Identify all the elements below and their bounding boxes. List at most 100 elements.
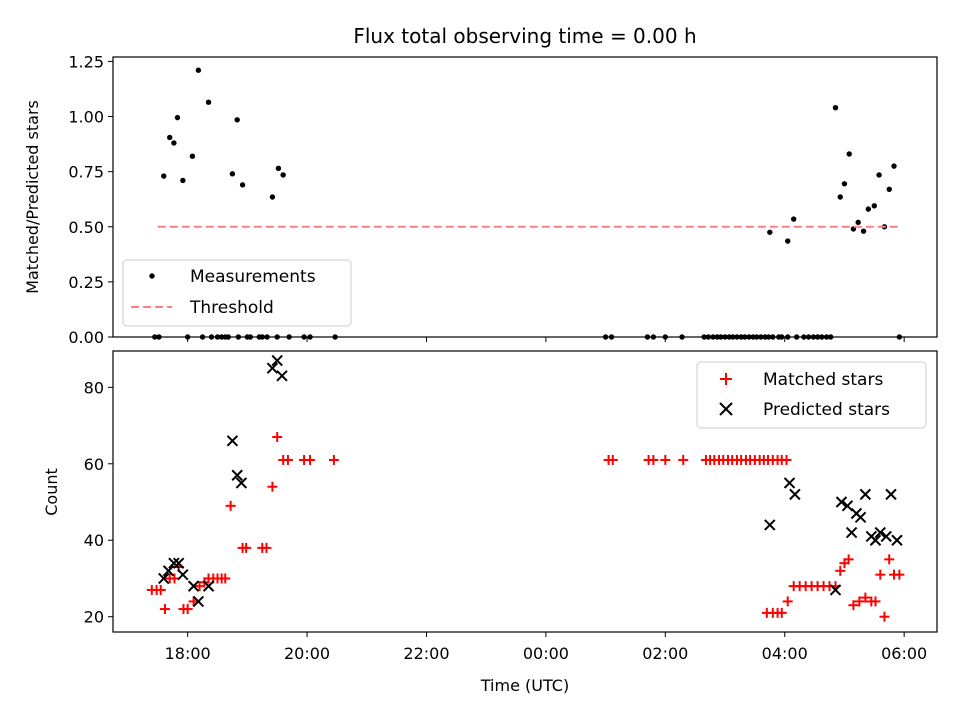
bottom-axes-frame bbox=[112, 350, 938, 633]
measurement-point bbox=[891, 163, 897, 169]
bottom-y-axis-label: Count bbox=[42, 468, 61, 516]
legend-predicted-marker bbox=[719, 402, 733, 416]
matched-star-point bbox=[660, 454, 671, 465]
predicted-star-point bbox=[869, 534, 882, 546]
predicted-star-point bbox=[162, 565, 175, 577]
measurement-point bbox=[846, 151, 852, 157]
top-y-tick-label: 1.25 bbox=[68, 52, 104, 71]
measurement-point bbox=[832, 105, 839, 111]
matched-star-point bbox=[328, 454, 339, 465]
bottom-legend-box bbox=[696, 361, 927, 429]
matched-star-point bbox=[607, 454, 618, 465]
matched-star-point bbox=[843, 554, 854, 565]
bottom-legend: Matched stars Predicted stars bbox=[696, 361, 927, 429]
matched-star-point bbox=[854, 596, 865, 607]
top-y-axis-label: Matched/Predicted stars bbox=[23, 100, 42, 294]
bottom-y-ticks: 20 40 60 80 bbox=[84, 378, 113, 627]
x-tick-label: 20:00 bbox=[284, 644, 330, 663]
measurement-point bbox=[280, 172, 286, 178]
predicted-star-point bbox=[226, 435, 239, 447]
bottom-axes: 20 40 60 80 18:00 20:00 22:00 00:00 02:00 04:00 0… bbox=[42, 350, 938, 695]
matched-star-point bbox=[188, 596, 199, 607]
matched-star-point bbox=[159, 604, 170, 615]
predicted-star-point bbox=[172, 557, 185, 569]
predicted-star-point bbox=[168, 557, 180, 569]
top-axes: 0.00 0.25 0.50 0.75 1.00 1.25 Matched/Predict… bbox=[23, 52, 938, 347]
predicted-star-point bbox=[885, 488, 897, 501]
matched-star-point bbox=[848, 600, 859, 611]
matched-star-point bbox=[776, 607, 787, 618]
predicted-star-point bbox=[202, 580, 215, 592]
measurement-points bbox=[152, 67, 903, 340]
matched-star-point bbox=[648, 454, 659, 465]
predicted-star-point bbox=[789, 488, 801, 501]
predicted-star-point bbox=[158, 572, 170, 585]
measurement-point bbox=[205, 99, 212, 105]
predicted-star-point bbox=[880, 530, 892, 543]
predicted-star-point bbox=[271, 354, 283, 367]
measurement-point bbox=[865, 206, 872, 212]
top-y-tick-label: 0.50 bbox=[68, 218, 104, 237]
x-tick-label: 18:00 bbox=[165, 644, 211, 663]
measurement-point bbox=[767, 229, 773, 235]
measurement-point bbox=[234, 117, 240, 123]
x-tick-label: 06:00 bbox=[881, 644, 927, 663]
predicted-star-point bbox=[845, 526, 858, 539]
measurement-point bbox=[171, 140, 177, 146]
legend-predicted-label: Predicted stars bbox=[763, 400, 890, 420]
predicted-star-point bbox=[276, 370, 288, 382]
top-y-tick-label: 0.75 bbox=[68, 163, 104, 182]
matched-star-point bbox=[267, 481, 278, 492]
matched-star-point bbox=[781, 454, 792, 465]
measurement-point bbox=[785, 238, 791, 244]
matched-star-point bbox=[879, 611, 890, 622]
predicted-star-point bbox=[835, 496, 848, 508]
matched-star-point bbox=[225, 500, 236, 511]
predicted-star-point bbox=[764, 519, 776, 531]
matched-star-point bbox=[870, 596, 881, 607]
predicted-star-point bbox=[783, 477, 796, 489]
measurement-point bbox=[837, 194, 843, 200]
matched-star-point bbox=[835, 565, 846, 576]
measurement-point bbox=[886, 186, 892, 192]
measurement-point bbox=[229, 171, 236, 177]
measurement-point bbox=[180, 177, 186, 184]
legend-measurements-marker bbox=[149, 273, 155, 279]
matched-star-point bbox=[678, 454, 689, 465]
predicted-star-point bbox=[177, 568, 189, 581]
measurement-point bbox=[790, 216, 797, 222]
measurement-point bbox=[161, 173, 167, 179]
bottom-x-ticks: 18:00 20:00 22:00 00:00 02:00 04:00 06:00 bbox=[165, 632, 927, 663]
predicted-star-point bbox=[854, 511, 867, 524]
legend-matched-marker bbox=[720, 373, 732, 385]
matched-star-point bbox=[305, 454, 316, 465]
bottom-y-tick-label: 40 bbox=[84, 531, 104, 550]
bottom-y-tick-label: 60 bbox=[84, 455, 104, 474]
matched-star-point bbox=[860, 592, 871, 603]
predicted-star-point bbox=[891, 534, 903, 546]
matched-star-point bbox=[884, 554, 895, 565]
matched-star-point bbox=[220, 573, 231, 584]
predicted-star-point bbox=[192, 595, 205, 608]
measurement-point bbox=[195, 67, 202, 73]
matched-star-point bbox=[261, 542, 272, 553]
x-tick-label: 00:00 bbox=[523, 644, 569, 663]
measurement-point bbox=[174, 114, 181, 121]
measurement-point bbox=[876, 172, 882, 178]
count-points bbox=[146, 354, 905, 622]
predicted-star-point bbox=[266, 362, 279, 374]
x-tick-label: 02:00 bbox=[642, 644, 688, 663]
legend-threshold-label: Threshold bbox=[189, 298, 274, 318]
measurement-point bbox=[167, 134, 173, 141]
measurement-point bbox=[239, 182, 246, 188]
predicted-star-point bbox=[859, 488, 872, 501]
x-tick-label: 04:00 bbox=[762, 644, 808, 663]
measurement-point bbox=[871, 203, 878, 209]
predicted-star-point bbox=[829, 584, 842, 596]
top-y-tick-label: 0.00 bbox=[68, 328, 104, 347]
measurement-point bbox=[189, 153, 196, 159]
predicted-star-point bbox=[874, 526, 886, 539]
measurement-point bbox=[269, 194, 276, 200]
